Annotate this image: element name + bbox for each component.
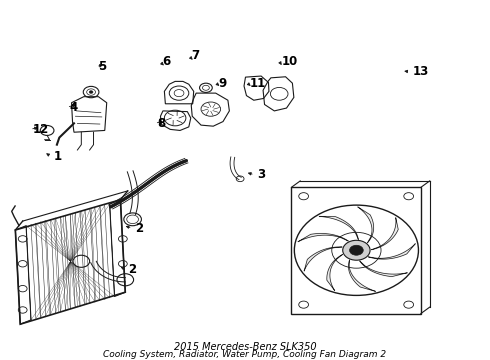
Text: 12: 12 [32, 123, 49, 136]
Text: 5: 5 [98, 60, 107, 73]
Circle shape [349, 245, 363, 255]
Polygon shape [319, 216, 358, 239]
Polygon shape [304, 247, 342, 271]
Text: 8: 8 [157, 117, 165, 130]
Polygon shape [358, 207, 374, 243]
Text: 11: 11 [250, 77, 266, 90]
Circle shape [89, 91, 93, 94]
Polygon shape [348, 260, 375, 291]
Text: 9: 9 [219, 77, 227, 90]
Polygon shape [360, 261, 407, 276]
Text: 7: 7 [191, 49, 199, 62]
Polygon shape [298, 234, 348, 242]
Polygon shape [371, 218, 398, 250]
Circle shape [343, 240, 370, 260]
Polygon shape [327, 255, 343, 291]
Text: 10: 10 [282, 55, 298, 68]
Text: 4: 4 [69, 101, 77, 114]
Text: 3: 3 [257, 168, 266, 181]
Text: 2: 2 [128, 262, 136, 276]
Text: 2: 2 [135, 222, 143, 235]
Text: 6: 6 [162, 55, 170, 68]
Text: 13: 13 [413, 65, 429, 78]
Text: 1: 1 [53, 150, 62, 163]
Text: Cooling System, Radiator, Water Pump, Cooling Fan Diagram 2: Cooling System, Radiator, Water Pump, Co… [103, 350, 387, 359]
Polygon shape [368, 244, 416, 259]
Text: 2015 Mercedes-Benz SLK350: 2015 Mercedes-Benz SLK350 [173, 342, 317, 352]
